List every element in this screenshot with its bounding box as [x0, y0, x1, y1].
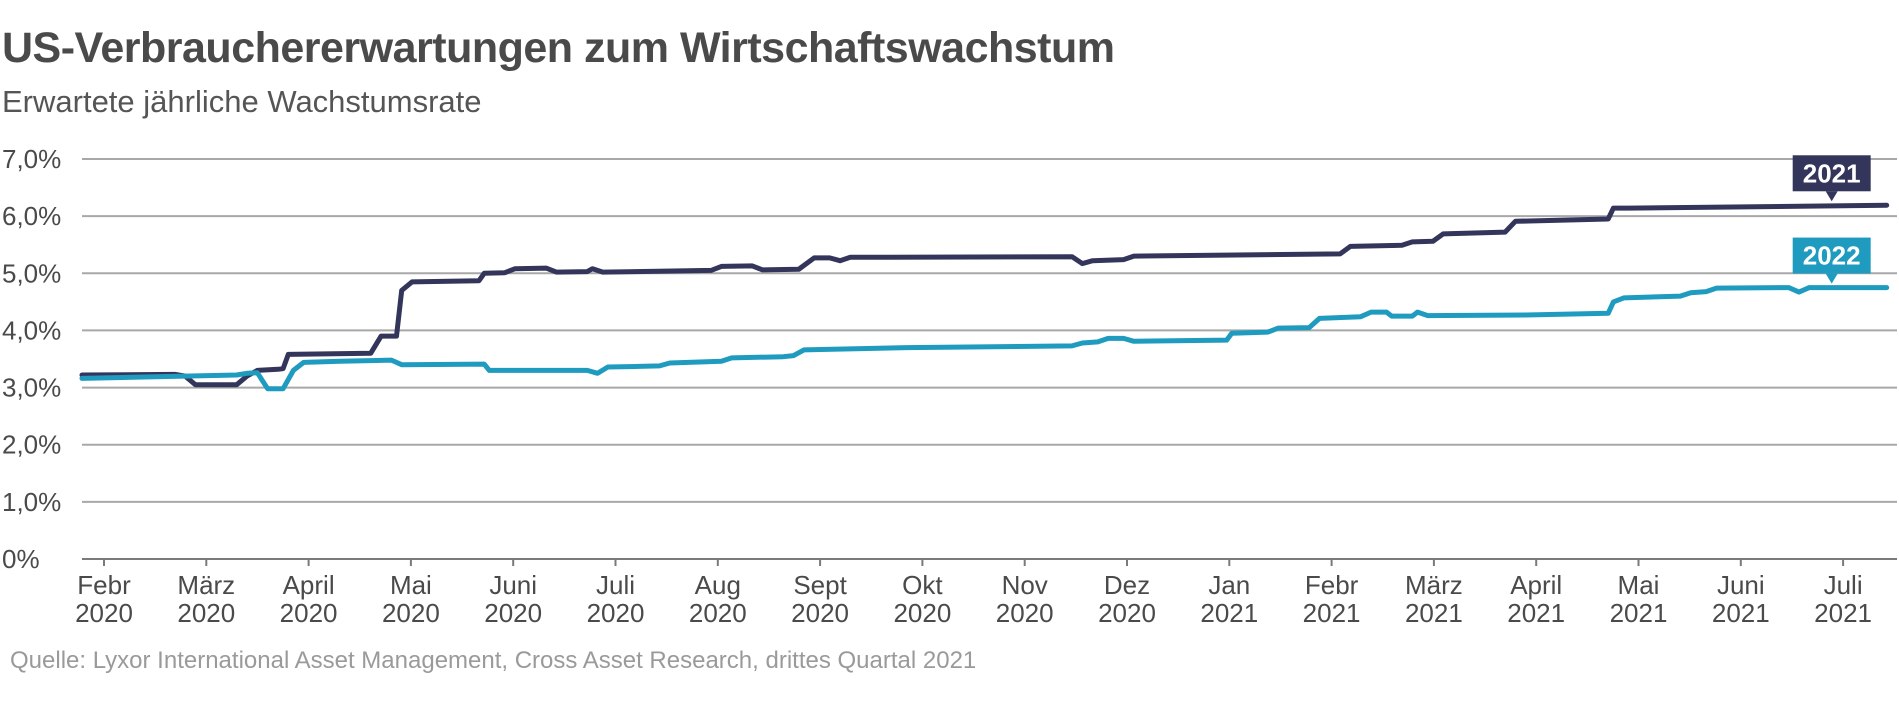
series-end-labels: 2021 2022	[1792, 155, 1871, 284]
chart-title: US-Verbrauchererwartungen zum Wirtschaft…	[2, 24, 1115, 72]
x-tick-year: 2021	[1303, 598, 1361, 628]
x-tick-year: 2020	[791, 598, 849, 628]
x-tick-year: 2021	[1610, 598, 1668, 628]
x-tick-month: Nov	[1002, 570, 1048, 600]
source-note: Quelle: Lyxor International Asset Manage…	[10, 647, 977, 674]
x-axis-ticks: Febr2020März2020April2020Mai2020Juni2020…	[75, 559, 1872, 628]
x-tick-month: Mai	[390, 570, 432, 600]
y-tick-label: 3,0%	[2, 373, 61, 403]
x-tick-month: April	[283, 570, 335, 600]
end-label-pointer	[1825, 191, 1838, 202]
line-chart: 0%1,0%2,0%3,0%4,0%5,0%6,0%7,0% Febr2020M…	[2, 144, 1897, 628]
end-label-box	[1792, 155, 1871, 192]
x-tick-year: 2020	[587, 598, 645, 628]
x-tick-year: 2021	[1814, 598, 1872, 628]
y-tick-label: 0%	[2, 544, 40, 574]
end-label-box	[1792, 237, 1871, 274]
x-tick-year: 2021	[1507, 598, 1565, 628]
x-tick-month: Jan	[1208, 570, 1250, 600]
x-tick-year: 2020	[996, 598, 1054, 628]
x-tick-month: Mai	[1618, 570, 1660, 600]
x-tick-month: Juli	[596, 570, 635, 600]
x-tick-month: Juni	[1717, 570, 1765, 600]
x-tick-year: 2020	[177, 598, 235, 628]
x-tick-month: Juni	[489, 570, 537, 600]
chart-subtitle: Erwartete jährliche Wachstumsrate	[2, 84, 482, 119]
x-tick-month: Febr	[77, 570, 131, 600]
x-tick-month: Sept	[793, 570, 847, 600]
x-tick-month: Juli	[1824, 570, 1863, 600]
end-label-2021: 2021	[1792, 155, 1871, 202]
x-tick-year: 2020	[689, 598, 747, 628]
end-label-text: 2021	[1803, 158, 1861, 188]
series-line-2021	[79, 202, 1890, 388]
x-tick-year: 2020	[484, 598, 542, 628]
x-tick-year: 2021	[1405, 598, 1463, 628]
x-tick-month: März	[1405, 570, 1463, 600]
x-tick-month: April	[1510, 570, 1562, 600]
x-tick-month: Febr	[1305, 570, 1359, 600]
x-tick-year: 2020	[893, 598, 951, 628]
x-tick-month: Okt	[902, 570, 943, 600]
x-tick-year: 2020	[75, 598, 133, 628]
x-tick-month: März	[177, 570, 235, 600]
y-axis-ticks: 0% 1,0% 2,0% 3,0% 4,0% 5,0% 6,0% 7,0%	[2, 144, 61, 574]
end-label-text: 2022	[1803, 241, 1861, 271]
y-tick-label: 4,0%	[2, 315, 61, 345]
x-tick-month: Aug	[695, 570, 741, 600]
gridlines	[82, 158, 1897, 560]
end-label-2022: 2022	[1792, 237, 1871, 284]
y-tick-label: 1,0%	[2, 487, 61, 517]
x-tick-year: 2021	[1200, 598, 1258, 628]
series-line-2022	[79, 285, 1890, 392]
x-tick-month: Dez	[1104, 570, 1150, 600]
series-lines	[79, 202, 1890, 392]
x-tick-year: 2020	[1098, 598, 1156, 628]
y-tick-label: 6,0%	[2, 201, 61, 231]
x-tick-year: 2021	[1712, 598, 1770, 628]
end-label-pointer	[1825, 273, 1838, 284]
y-tick-label: 2,0%	[2, 430, 61, 460]
y-tick-label: 5,0%	[2, 258, 61, 288]
y-tick-label: 7,0%	[2, 144, 61, 174]
x-tick-year: 2020	[382, 598, 440, 628]
x-tick-year: 2020	[280, 598, 338, 628]
